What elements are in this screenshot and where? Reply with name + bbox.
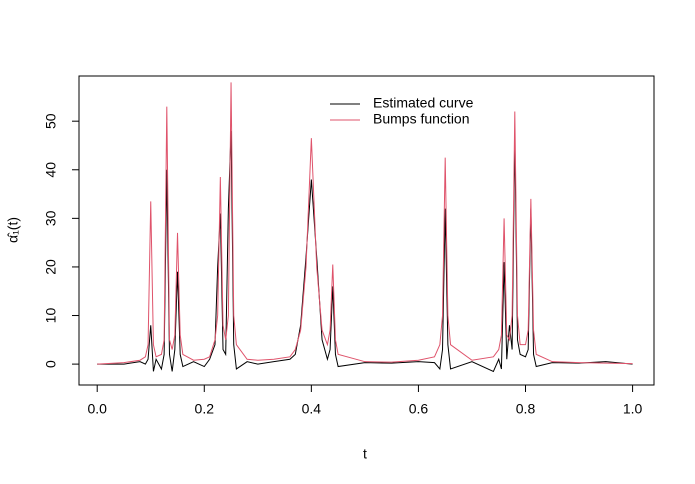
x-tick-label: 1.0 — [623, 401, 643, 417]
y-tick-label: 0 — [43, 360, 59, 368]
series-line — [97, 130, 633, 373]
legend-label: Bumps function — [373, 111, 470, 127]
series-line — [97, 82, 633, 365]
x-tick-label: 0.4 — [302, 401, 322, 417]
x-tick-label: 0.0 — [87, 401, 107, 417]
y-tick-label: 50 — [43, 113, 59, 129]
y-tick-label: 20 — [43, 259, 59, 275]
x-tick-label: 0.2 — [195, 401, 215, 417]
legend-label: Estimated curve — [373, 95, 474, 111]
x-tick-label: 0.6 — [409, 401, 429, 417]
x-axis-label: t — [363, 446, 367, 462]
x-tick-label: 0.8 — [516, 401, 536, 417]
y-axis-label: α̂₁(t) — [5, 217, 21, 243]
y-tick-label: 30 — [43, 210, 59, 226]
y-tick-label: 40 — [43, 162, 59, 178]
y-tick-label: 10 — [43, 308, 59, 324]
